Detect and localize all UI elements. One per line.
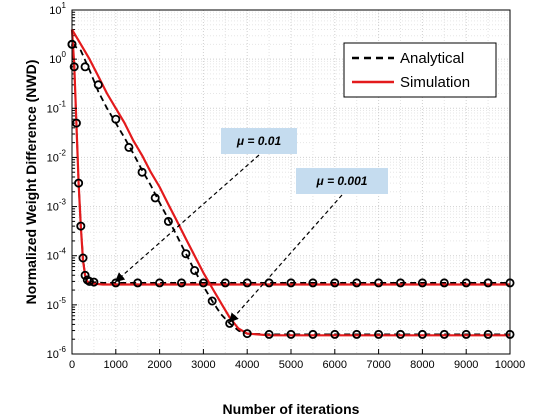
data-point-marker [111, 114, 121, 124]
data-point-marker [439, 329, 449, 339]
simulation-line [71, 29, 510, 337]
data-point-marker [374, 329, 384, 339]
data-point-marker [439, 278, 449, 288]
data-point-marker [286, 329, 296, 339]
x-tick-label: 4000 [235, 359, 259, 371]
data-point-marker [150, 193, 160, 203]
data-point-marker [417, 278, 427, 288]
data-point-marker [264, 278, 274, 288]
data-point-marker [124, 142, 134, 152]
y-tick-label: 10-4 [47, 247, 67, 263]
y-tick-label: 10-5 [47, 296, 67, 312]
y-axis-title: Normalized Weight Difference (NWD) [23, 60, 39, 305]
analytical-line [71, 43, 510, 336]
annotation-arrow [228, 194, 343, 323]
x-tick-label: 1000 [104, 359, 128, 371]
data-point-marker [352, 329, 362, 339]
y-tick-label: 10-2 [47, 148, 67, 164]
data-point-marker [190, 265, 200, 275]
legend: Analytical Simulation [343, 42, 497, 98]
data-point-marker [181, 249, 191, 259]
y-tick-label: 101 [49, 1, 66, 17]
data-point-marker [163, 216, 173, 226]
data-point-marker [93, 80, 103, 90]
data-point-marker [85, 276, 95, 286]
data-point-marker [69, 62, 79, 72]
data-point-marker [374, 278, 384, 288]
data-point-marker [308, 278, 318, 288]
x-tick-label: 7000 [366, 359, 390, 371]
x-tick-label: 2000 [147, 359, 171, 371]
x-tick-label: 6000 [323, 359, 347, 371]
x-tick-label: 5000 [279, 359, 303, 371]
y-tick-label: 10-3 [47, 198, 67, 214]
data-point-marker [80, 62, 90, 72]
x-tick-label: 0 [69, 359, 75, 371]
data-point-marker [352, 278, 362, 288]
annotation-label: μ = 0.01 [236, 134, 282, 148]
y-tick-label: 10-6 [47, 345, 67, 361]
y-tick-label: 100 [49, 50, 66, 66]
data-point-marker [89, 277, 99, 287]
data-point-marker [133, 278, 143, 288]
annotation-label: μ = 0.001 [316, 174, 368, 188]
data-point-marker [207, 296, 217, 306]
data-point-marker [242, 329, 252, 339]
legend-analytical-label: Analytical [400, 50, 464, 67]
simulation-line [70, 29, 510, 286]
data-point-marker [330, 278, 340, 288]
marker-layer [67, 39, 515, 339]
y-tick-label: 10-1 [47, 99, 67, 115]
annotation-box [296, 168, 388, 194]
data-point-marker [242, 278, 252, 288]
x-tick-label: 3000 [191, 359, 215, 371]
data-point-marker [461, 278, 471, 288]
annotation-arrow [114, 154, 260, 283]
y-axis-ticks: 101 100 10-1 10-2 10-3 10-4 10-5 10-6 [47, 1, 77, 361]
annotation-layer: μ = 0.01 μ = 0.001 [114, 128, 388, 323]
annotation-box [221, 128, 297, 154]
data-point-marker [483, 329, 493, 339]
legend-box [343, 42, 497, 98]
data-point-marker [220, 278, 230, 288]
data-point-marker [155, 278, 165, 288]
data-point-marker [80, 270, 90, 280]
x-tick-label: 9000 [454, 359, 478, 371]
data-point-marker [71, 118, 81, 128]
data-point-marker [198, 278, 208, 288]
series-layer [70, 29, 510, 337]
data-point-marker [417, 329, 427, 339]
data-point-marker [176, 278, 186, 288]
data-point-marker [483, 278, 493, 288]
data-point-marker [395, 278, 405, 288]
data-point-marker [308, 329, 318, 339]
x-tick-label: 8000 [410, 359, 434, 371]
data-point-marker [461, 329, 471, 339]
x-axis-title: Number of iterations [223, 401, 360, 417]
data-point-marker [74, 178, 84, 188]
x-tick-label: 10000 [495, 359, 526, 371]
data-point-marker [76, 221, 86, 231]
data-point-marker [137, 167, 147, 177]
data-point-marker [264, 329, 274, 339]
data-point-marker [78, 253, 88, 263]
legend-simulation-label: Simulation [400, 74, 470, 91]
x-axis-ticks: 0 1000 2000 3000 4000 5000 6000 7000 8000 9000 100… [69, 349, 525, 371]
data-point-marker [330, 329, 340, 339]
data-point-marker [286, 278, 296, 288]
data-point-marker [395, 329, 405, 339]
